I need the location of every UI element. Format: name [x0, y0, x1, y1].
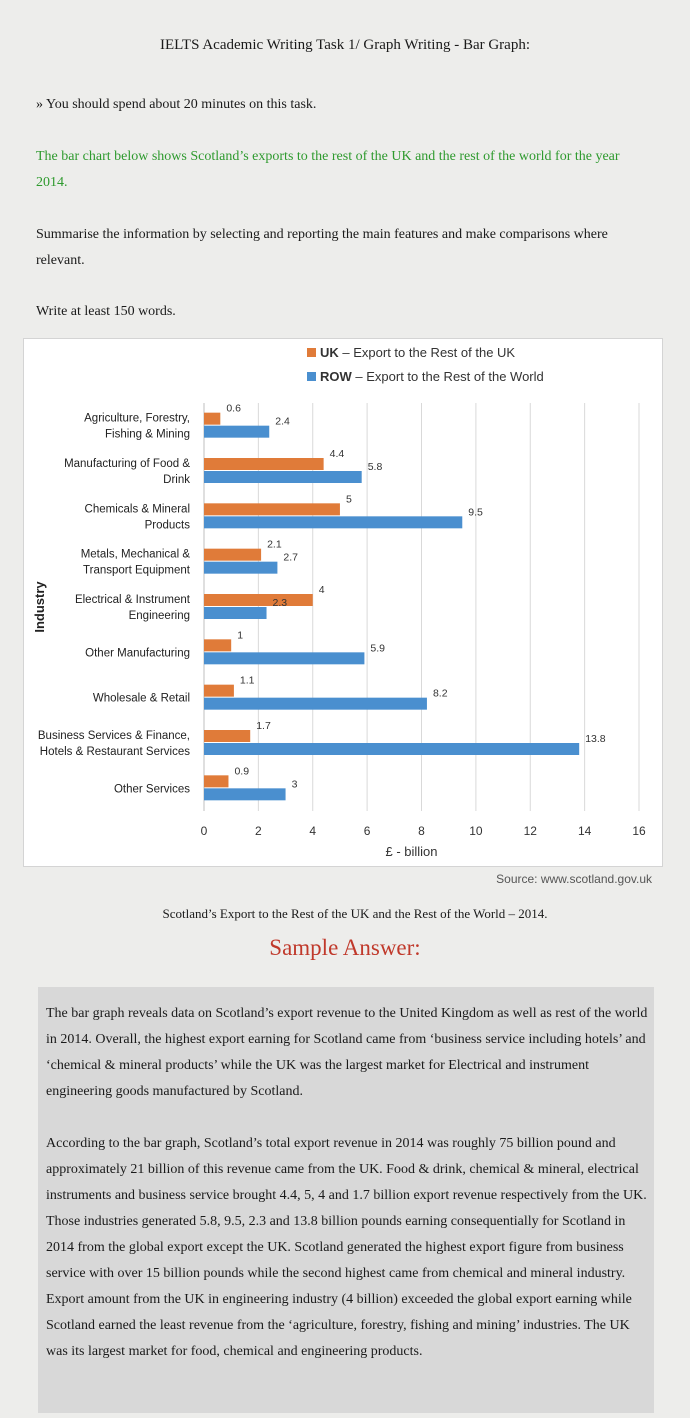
data-label-uk: 1.1: [240, 675, 255, 687]
page-title: IELTS Academic Writing Task 1/ Graph Wri…: [159, 37, 531, 53]
bar-uk: [204, 412, 221, 425]
data-label-uk: 2.1: [267, 539, 282, 551]
bar-uk: [204, 639, 232, 652]
data-label-row: 9.5: [468, 506, 483, 518]
bar-row: [204, 652, 365, 665]
bar-uk: [204, 730, 251, 742]
chart-caption: Scotland’s Export to the Rest of the UK …: [162, 906, 548, 921]
legend-entry-row: ROW – Export to the Rest of the World: [320, 369, 544, 384]
bar-uk: [204, 458, 324, 470]
x-tick-label: 6: [364, 824, 371, 838]
word-count-note: Write at least 150 words.: [36, 304, 176, 319]
data-label-uk: 5: [346, 493, 352, 505]
x-tick-label: 14: [578, 824, 592, 838]
bar-row: [204, 516, 463, 529]
sample-answer-box: The bar graph reveals data on Scotland’s…: [38, 987, 654, 1413]
data-label-uk: 1.7: [256, 720, 271, 732]
category-label: Metals, Mechanical & Transport Equipment: [81, 549, 191, 577]
data-label-uk: 4.4: [330, 448, 345, 460]
x-tick-label: 8: [418, 824, 425, 838]
category-label: Chemicals & Mineral Products: [85, 503, 191, 531]
y-axis-title: Industry: [32, 581, 47, 633]
data-label-row: 2.3: [273, 597, 288, 609]
category-label: Other Manufacturing: [85, 647, 190, 659]
bar-row: [204, 561, 278, 574]
data-label-uk: 0.9: [234, 765, 249, 777]
chart-source: Source: www.scotland.gov.uk: [496, 872, 652, 886]
data-label-row: 8.2: [433, 688, 448, 700]
bar-row: [204, 471, 362, 483]
x-tick-label: 10: [469, 824, 483, 838]
category-label: Wholesale & Retail: [93, 693, 190, 705]
x-tick-label: 4: [309, 824, 316, 838]
x-tick-label: 12: [524, 824, 538, 838]
bar-row: [204, 607, 267, 619]
bar-chart: 0 2 4 6 8 10 12 14 16 UK – Export to the Rest of …: [23, 338, 663, 867]
data-label-uk: 1: [237, 629, 243, 641]
bar-uk: [204, 775, 229, 788]
data-label-row: 2.4: [275, 416, 290, 428]
bar-row: [204, 425, 270, 438]
bar-row: [204, 743, 580, 755]
task-instructions: Summarise the information by selecting a…: [36, 227, 608, 268]
task-prompt: The bar chart below shows Scotland’s exp…: [36, 149, 620, 190]
bar-row: [204, 697, 427, 710]
x-tick-label: 16: [632, 824, 646, 838]
answer-paragraph-1: The bar graph reveals data on Scotland’s…: [46, 1006, 648, 1099]
legend-swatch-uk: [307, 348, 316, 357]
category-label: Electrical & Instrument Engineering: [75, 594, 191, 622]
bar-uk: [204, 503, 340, 516]
legend-swatch-row: [307, 372, 316, 381]
category-label: Other Services: [114, 783, 190, 795]
data-label-row: 13.8: [585, 733, 606, 745]
data-label-row: 5.9: [370, 642, 385, 654]
category-label: Manufacturing of Food & Drink: [64, 458, 190, 486]
bar-uk: [204, 548, 262, 561]
bar-row: [204, 788, 286, 801]
data-label-row: 5.8: [368, 461, 383, 473]
data-label-uk: 4: [319, 584, 325, 596]
data-label-row: 3: [292, 778, 298, 790]
time-note: » You should spend about 20 minutes on t…: [36, 97, 317, 112]
answer-paragraph-2: According to the bar graph, Scotland’s t…: [46, 1136, 647, 1359]
bar-uk: [204, 684, 234, 697]
data-label-uk: 0.6: [226, 403, 241, 415]
x-tick-label: 0: [201, 824, 208, 838]
category-label: Business Services & Finance, Hotels & Res…: [38, 730, 190, 758]
x-axis-title: £ - billion: [385, 844, 437, 859]
x-tick-label: 2: [255, 824, 262, 838]
legend-entry-uk: UK – Export to the Rest of the UK: [320, 345, 515, 360]
sample-answer-heading: Sample Answer:: [269, 935, 421, 960]
bar-uk: [204, 594, 313, 606]
data-label-row: 2.7: [283, 552, 298, 564]
category-label: Agriculture, Forestry, Fishing & Mining: [84, 413, 190, 441]
